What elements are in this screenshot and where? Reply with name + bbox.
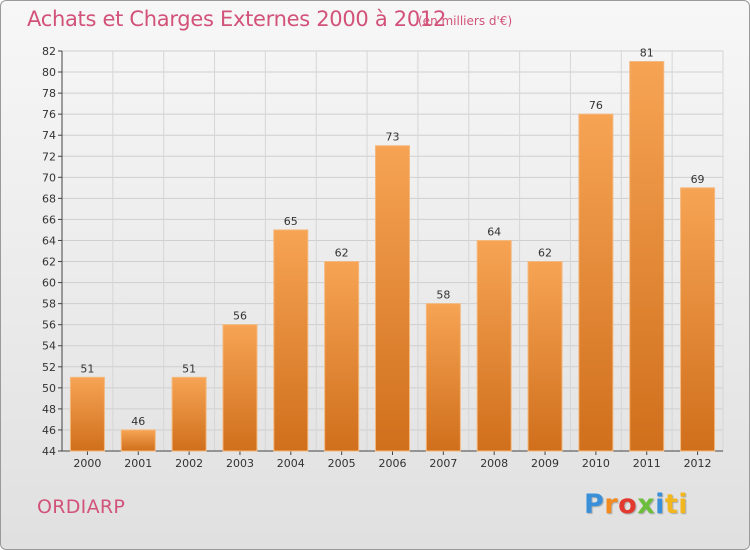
data-label: 46 [131,415,145,428]
logo-letter: P [584,489,605,520]
x-tick-labels: 2000 2001 2002 2003 2004 2005 2006 2007 2008 2009… [73,457,711,470]
data-label: 69 [691,173,705,186]
y-tick-label: 82 [42,45,56,58]
data-label: 62 [538,247,552,260]
x-tick-label: 2001 [124,457,152,470]
y-tick-label: 56 [42,319,56,332]
bar [120,429,156,452]
data-label: 58 [436,289,450,302]
bar [375,145,410,452]
data-label: 51 [80,362,94,375]
y-tick-label: 44 [42,445,56,458]
bar [578,113,614,452]
x-tick-label: 2000 [73,457,101,470]
x-tick-label: 2003 [226,457,254,470]
data-label: 65 [284,215,298,228]
x-tick-label: 2006 [379,457,407,470]
data-label: 81 [640,47,654,60]
y-tick-label: 70 [42,171,56,184]
x-tick-label: 2008 [480,457,508,470]
y-tick-label: 74 [42,129,56,142]
y-tick-label: 80 [42,66,56,79]
data-label: 56 [233,310,247,323]
bar [680,187,716,452]
y-tick-label: 60 [42,277,56,290]
x-tick-label: 2007 [429,457,457,470]
chart-subtitle: (en milliers d'€) [418,14,513,28]
x-tick-label: 2010 [582,457,610,470]
bars [69,61,716,452]
y-tick-label: 66 [42,213,56,226]
data-label: 76 [589,99,603,112]
x-tick-label: 2004 [277,457,305,470]
y-tick-label: 54 [42,340,56,353]
y-tick-labels: 44 46 48 50 52 54 56 58 60 62 64 66 68 70 72 74 76 78 80 82 [42,45,56,458]
commune-name: ORDIARP [37,496,126,518]
x-tick-label: 2002 [175,457,203,470]
logo-letter: o [618,489,638,520]
logo-letter: ti [664,489,689,520]
bar [324,261,360,452]
x-tick-label: 2012 [684,457,712,470]
y-tick-label: 48 [42,403,56,416]
data-label: 64 [487,225,501,238]
bar [222,324,258,452]
data-label: 51 [182,362,196,375]
bar [425,303,461,452]
bar [527,261,563,452]
bar [273,229,309,452]
y-tick-label: 68 [42,192,56,205]
y-tick-label: 50 [42,382,56,395]
bar [629,61,665,452]
logo-letter: x [637,489,656,520]
y-tick-label: 62 [42,256,56,269]
y-tick-label: 78 [42,87,56,100]
bar [476,239,512,452]
proxiti-logo[interactable]: Proxiti [584,489,688,520]
y-tick-label: 58 [42,298,56,311]
y-tick-label: 72 [42,150,56,163]
data-label: 62 [335,247,349,260]
x-tick-label: 2009 [531,457,559,470]
bar [69,376,105,452]
y-tick-label: 46 [42,424,56,437]
x-tick-label: 2011 [633,457,661,470]
y-tick-label: 76 [42,108,56,121]
logo-letter: i [655,489,665,520]
y-tick-label: 52 [42,361,56,374]
x-tick-label: 2005 [328,457,356,470]
logo-letter: r [604,489,619,520]
data-labels: 51 46 51 56 65 62 73 58 64 62 76 81 69 [80,47,704,428]
y-tick-label: 64 [42,234,56,247]
chart-title: Achats et Charges Externes 2000 à 2012 [27,7,447,31]
bar [171,376,207,452]
data-label: 73 [386,131,400,144]
